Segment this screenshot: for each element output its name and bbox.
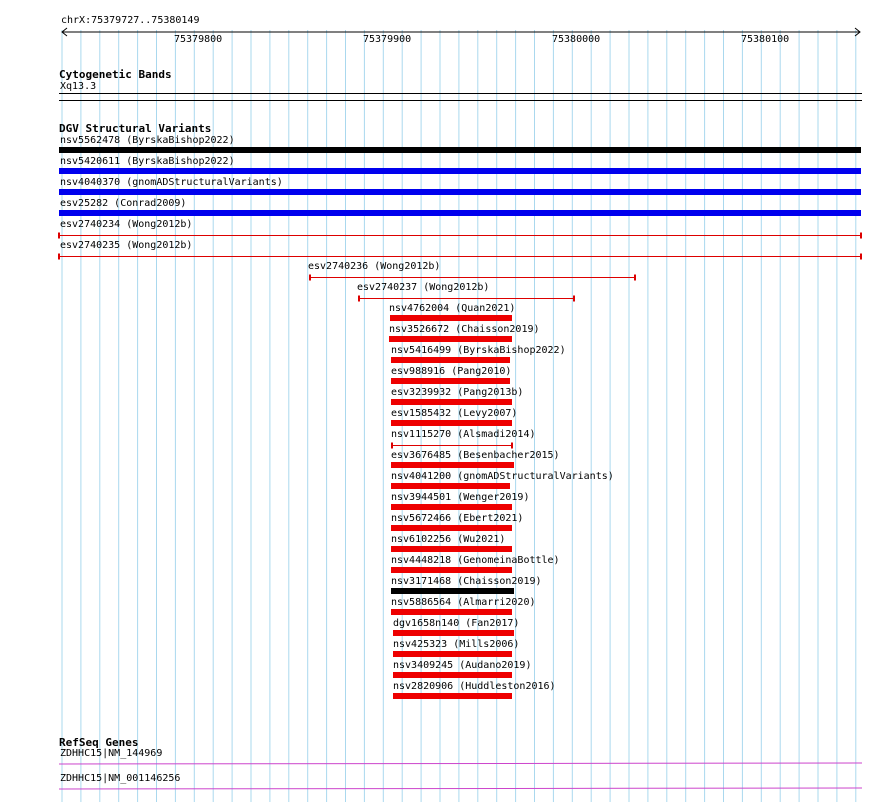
ruler-left-arrow-icon <box>61 27 68 37</box>
ruler-tick-label: 75379900 <box>363 34 412 45</box>
track-divider <box>59 100 862 101</box>
dgv-feature-bar[interactable] <box>59 147 861 153</box>
dgv-feature-label[interactable]: nsv2820906 (Huddleston2016) <box>393 681 556 692</box>
dgv-feature-endcap <box>511 442 513 449</box>
dgv-feature-label[interactable]: nsv5416499 (ByrskaBishop2022) <box>391 345 566 356</box>
ruler-location: chrX:75379727..75380149 <box>61 15 200 26</box>
dgv-feature-line[interactable] <box>0 232 890 239</box>
dgv-feature-endcap <box>391 442 393 449</box>
dgv-feature-label[interactable]: nsv5672466 (Ebert2021) <box>391 513 524 524</box>
dgv-feature-endcap <box>860 253 862 260</box>
refseq-gene-line[interactable] <box>0 786 890 792</box>
dgv-feature-bar[interactable] <box>391 378 510 384</box>
cytoband-label: Xq13.3 <box>60 81 97 92</box>
dgv-feature-label[interactable]: nsv3409245 (Audano2019) <box>393 660 532 671</box>
dgv-feature-bar[interactable] <box>391 609 512 615</box>
dgv-feature-label[interactable]: nsv5886564 (Almarri2020) <box>391 597 536 608</box>
dgv-feature-endcap <box>573 295 575 302</box>
refseq-gene-label[interactable]: ZDHHC15|NM_001146256 <box>60 773 181 784</box>
dgv-feature-line[interactable] <box>0 442 890 449</box>
ruler-tick-label: 75380100 <box>741 34 790 45</box>
dgv-feature-bar[interactable] <box>391 420 512 426</box>
dgv-feature-label[interactable]: esv2740236 (Wong2012b) <box>308 261 441 272</box>
dgv-feature-label[interactable]: esv3676485 (Besenbacher2015) <box>391 450 560 461</box>
dgv-feature-label[interactable]: nsv5562478 (ByrskaBishop2022) <box>60 135 235 146</box>
dgv-feature-label[interactable]: esv988916 (Pang2010) <box>391 366 512 377</box>
dgv-feature-endcap <box>58 253 60 260</box>
dgv-feature-bar[interactable] <box>391 462 514 468</box>
ruler-axis[interactable] <box>0 26 890 38</box>
dgv-feature-bar[interactable] <box>391 525 512 531</box>
dgv-feature-label[interactable]: nsv425323 (Mills2006) <box>393 639 520 650</box>
dgv-feature-bar[interactable] <box>389 336 512 342</box>
dgv-feature-label[interactable]: nsv5420611 (ByrskaBishop2022) <box>60 156 235 167</box>
cytoband-track-title: Cytogenetic Bands <box>59 68 172 81</box>
dgv-feature-bar[interactable] <box>59 168 861 174</box>
dgv-feature-label[interactable]: esv2740234 (Wong2012b) <box>60 219 193 230</box>
ruler-tick-label: 75379800 <box>174 34 223 45</box>
dgv-feature-label[interactable]: nsv3526672 (Chaisson2019) <box>389 324 540 335</box>
refseq-track-title: RefSeq Genes <box>59 736 139 749</box>
dgv-feature-bar[interactable] <box>391 483 510 489</box>
dgv-feature-label[interactable]: dgv1658n140 (Fan2017) <box>393 618 520 629</box>
ruler-right-arrow-icon <box>854 27 861 37</box>
refseq-gene-label[interactable]: ZDHHC15|NM_144969 <box>60 748 163 759</box>
dgv-feature-label[interactable]: esv2740237 (Wong2012b) <box>357 282 490 293</box>
dgv-feature-label[interactable]: nsv3171468 (Chaisson2019) <box>391 576 542 587</box>
dgv-feature-label[interactable]: nsv4040370 (gnomADStructuralVariants) <box>60 177 283 188</box>
dgv-feature-bar[interactable] <box>391 399 512 405</box>
dgv-feature-label[interactable]: nsv6102256 (Wu2021) <box>391 534 506 545</box>
dgv-feature-bar[interactable] <box>393 630 514 636</box>
cytoband-bar[interactable] <box>59 93 862 94</box>
dgv-feature-label[interactable]: esv25282 (Conrad2009) <box>60 198 187 209</box>
dgv-feature-endcap <box>634 274 636 281</box>
dgv-feature-bar[interactable] <box>391 357 510 363</box>
dgv-feature-endcap <box>358 295 360 302</box>
dgv-feature-bar[interactable] <box>390 315 512 321</box>
dgv-feature-label[interactable]: nsv3944501 (Wenger2019) <box>391 492 530 503</box>
ruler-tick-label: 75380000 <box>552 34 601 45</box>
dgv-feature-endcap <box>309 274 311 281</box>
dgv-feature-bar[interactable] <box>393 672 512 678</box>
dgv-feature-label[interactable]: esv3239932 (Pang2013b) <box>391 387 524 398</box>
dgv-feature-bar[interactable] <box>391 546 512 552</box>
dgv-feature-endcap <box>860 232 862 239</box>
dgv-feature-bar[interactable] <box>393 693 512 699</box>
dgv-feature-label[interactable]: esv2740235 (Wong2012b) <box>60 240 193 251</box>
dgv-feature-bar[interactable] <box>393 651 512 657</box>
dgv-feature-label[interactable]: esv1585432 (Levy2007) <box>391 408 518 419</box>
dgv-feature-line[interactable] <box>0 274 890 281</box>
dgv-feature-line[interactable] <box>0 295 890 302</box>
dgv-feature-bar[interactable] <box>59 210 861 216</box>
dgv-track-title: DGV Structural Variants <box>59 122 212 135</box>
dgv-feature-label[interactable]: nsv4448218 (GenomeinaBottle) <box>391 555 560 566</box>
dgv-feature-label[interactable]: nsv4041200 (gnomADStructuralVariants) <box>391 471 614 482</box>
dgv-feature-endcap <box>58 232 60 239</box>
dgv-feature-bar[interactable] <box>391 588 514 594</box>
dgv-feature-bar[interactable] <box>59 189 861 195</box>
refseq-gene-line[interactable] <box>0 761 890 767</box>
dgv-feature-bar[interactable] <box>391 504 512 510</box>
dgv-feature-bar[interactable] <box>391 567 512 573</box>
dgv-feature-label[interactable]: nsv4762004 (Quan2021) <box>389 303 516 314</box>
dgv-feature-label[interactable]: nsv1115270 (Alsmadi2014) <box>391 429 536 440</box>
dgv-feature-line[interactable] <box>0 253 890 260</box>
